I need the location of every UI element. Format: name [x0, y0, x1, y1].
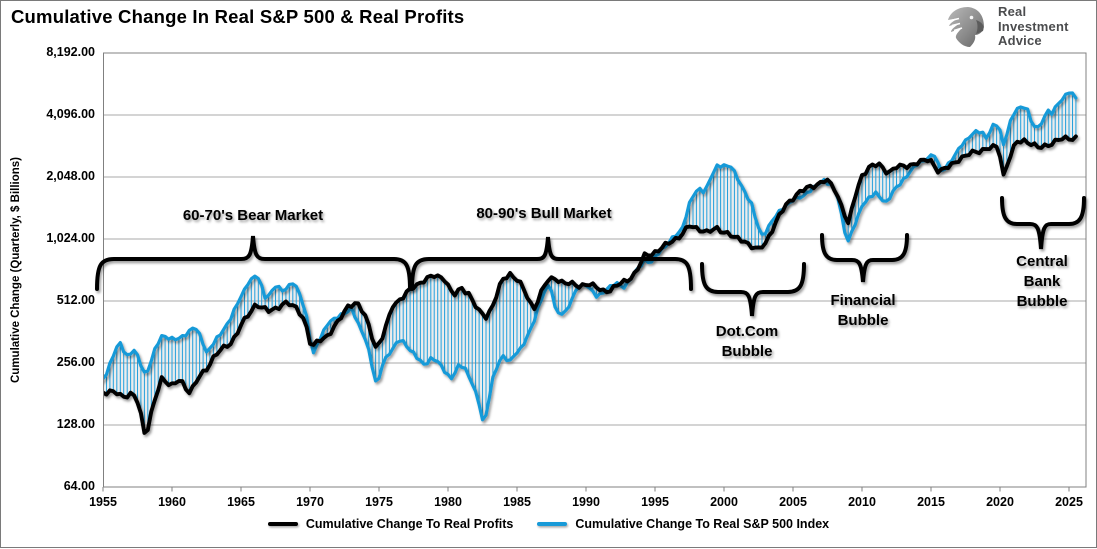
annotation-financial-bubble: Financial Bubble — [830, 292, 896, 329]
x-tick-label: 2015 — [917, 495, 945, 509]
brand-logo: Real Investment Advice — [945, 5, 1069, 49]
y-tick-label: 512.00 — [56, 293, 95, 307]
series-gap-hatch — [103, 93, 1077, 433]
plot-data-area — [103, 91, 1078, 435]
plot-frame — [103, 52, 1087, 488]
legend-item-sp500: Cumulative Change To Real S&P 500 Index — [537, 517, 829, 531]
brace-bull-market — [410, 236, 693, 291]
legend-label: Cumulative Change To Real Profits — [305, 517, 514, 531]
x-axis-ticks — [102, 487, 1070, 492]
x-tick-label: 1955 — [89, 495, 117, 509]
legend-item-profits: Cumulative Change To Real Profits — [267, 517, 514, 531]
x-tick-label: 1985 — [503, 495, 531, 509]
y-tick-label: 128.00 — [56, 417, 95, 431]
annotation-central-bank-bubble: Central Bank Bubble — [1016, 253, 1068, 310]
x-tick-label: 2025 — [1055, 495, 1083, 509]
x-tick-label: 2005 — [779, 495, 807, 509]
x-tick-label: 1975 — [365, 495, 393, 509]
brand-name-line: Real — [998, 4, 1027, 20]
brand-name-line: Investment — [998, 18, 1069, 34]
sp500-line-swatch — [537, 521, 568, 527]
annotation-bear-market: 60-70's Bear Market — [182, 207, 324, 224]
x-tick-label: 1995 — [641, 495, 669, 509]
chart-title: Cumulative Change In Real S&P 500 & Real… — [11, 6, 465, 27]
brace-central-bank-bubble — [1000, 196, 1086, 250]
x-tick-label: 1960 — [158, 495, 186, 509]
annotation-bull-market: 80-90's Bull Market — [476, 205, 612, 222]
legend: Cumulative Change To Real Profits Cumula… — [1, 517, 1096, 531]
annotation-dotcom-bubble: Dot.Com Bubble — [715, 323, 779, 360]
y-tick-label: 8,192.00 — [46, 45, 95, 59]
y-tick-label: 4,096.00 — [46, 107, 95, 121]
y-tick-label: 64.00 — [63, 479, 95, 493]
x-tick-label: 2000 — [710, 495, 738, 509]
gridlines — [103, 52, 1086, 488]
x-tick-label: 2010 — [848, 495, 876, 509]
x-tick-label: 1965 — [227, 495, 255, 509]
annotation-braces — [95, 196, 1086, 317]
y-tick-label: 2,048.00 — [46, 169, 95, 183]
x-tick-label: 1980 — [434, 495, 462, 509]
brand-name: Real Investment Advice — [998, 5, 1069, 49]
brace-dotcom-bubble — [700, 262, 806, 317]
eagle-icon — [948, 7, 984, 47]
brand-name-line: Advice — [998, 33, 1042, 49]
legend-label: Cumulative Change To Real S&P 500 Index — [575, 517, 830, 531]
x-tick-label: 1970 — [296, 495, 324, 509]
x-tick-label: 1990 — [572, 495, 600, 509]
profits-line-swatch — [267, 521, 298, 527]
profits-line — [103, 134, 1078, 435]
brace-financial-bubble — [820, 233, 909, 283]
y-tick-label: 1,024.00 — [46, 231, 95, 245]
y-tick-label: 256.00 — [56, 355, 95, 369]
x-tick-label: 2020 — [986, 495, 1014, 509]
brace-bear-market — [95, 235, 412, 291]
